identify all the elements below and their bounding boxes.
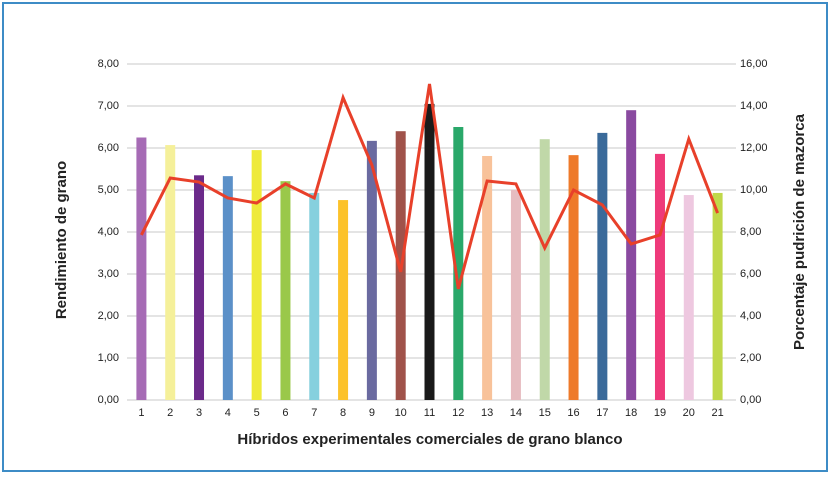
bar xyxy=(626,110,637,400)
x-tick-label: 19 xyxy=(654,407,666,419)
x-tick-label: 16 xyxy=(567,407,579,419)
frame xyxy=(2,2,828,472)
bar xyxy=(165,145,176,400)
bar xyxy=(309,192,320,400)
bar xyxy=(366,140,377,401)
x-tick-label: 17 xyxy=(596,407,608,419)
y2-tick-label: 6,00 xyxy=(740,268,761,280)
y2-tick-label: 0,00 xyxy=(740,394,761,406)
y-tick-label: 7,00 xyxy=(98,100,119,112)
x-tick-label: 21 xyxy=(711,407,723,419)
line xyxy=(140,83,719,290)
y2-tick-label: 2,00 xyxy=(740,352,761,364)
x-tick-label: 4 xyxy=(225,407,231,419)
x-tick-label: 14 xyxy=(510,407,522,419)
bar xyxy=(597,132,608,400)
y2-axis-title: Porcentaje pudrición de mazorca xyxy=(791,113,808,350)
bar xyxy=(482,155,493,400)
x-tick-label: 7 xyxy=(311,407,317,419)
y-tick-label: 2,00 xyxy=(98,310,119,322)
x-tick-label: 13 xyxy=(481,407,493,419)
x-tick-label: 8 xyxy=(340,407,346,419)
x-tick-label: 1 xyxy=(138,407,144,419)
bar xyxy=(539,139,550,400)
bar xyxy=(338,200,349,400)
x-axis-title: Híbridos experimentales comerciales de g… xyxy=(237,431,622,448)
y-tick-label: 1,00 xyxy=(98,352,119,364)
bar xyxy=(251,150,262,400)
x-tick-label: 6 xyxy=(282,407,288,419)
bar xyxy=(712,192,723,400)
bar xyxy=(222,176,233,400)
x-tick-label: 9 xyxy=(369,407,375,419)
bar xyxy=(136,137,147,400)
y-axis-title: Rendimiento de grano xyxy=(53,161,70,319)
y-tick-label: 8,00 xyxy=(98,58,119,70)
y2-tick-label: 10,00 xyxy=(740,184,768,196)
bar xyxy=(510,190,521,400)
y-tick-label: 4,00 xyxy=(98,226,119,238)
bar xyxy=(424,103,435,401)
x-tick-label: 5 xyxy=(254,407,260,419)
x-tick-label: 15 xyxy=(539,407,551,419)
y-tick-label: 5,00 xyxy=(98,184,119,196)
y2-tick-label: 16,00 xyxy=(740,58,768,70)
x-tick-label: 18 xyxy=(625,407,637,419)
x-tick-label: 12 xyxy=(452,407,464,419)
x-tick-label: 3 xyxy=(196,407,202,419)
bar xyxy=(654,153,665,400)
y2-tick-label: 14,00 xyxy=(740,100,768,112)
y2-tick-label: 4,00 xyxy=(740,310,761,322)
bar xyxy=(568,155,579,400)
y2-tick-label: 8,00 xyxy=(740,226,761,238)
y-tick-label: 0,00 xyxy=(98,394,119,406)
x-tick-label: 2 xyxy=(167,407,173,419)
x-tick-label: 20 xyxy=(683,407,695,419)
bar xyxy=(683,195,694,400)
y-tick-label: 3,00 xyxy=(98,268,119,280)
bar xyxy=(453,127,464,400)
bar xyxy=(280,181,291,400)
x-tick-label: 10 xyxy=(395,407,407,419)
y-tick-label: 6,00 xyxy=(98,142,119,154)
y2-tick-label: 12,00 xyxy=(740,142,768,154)
bar xyxy=(194,175,205,400)
x-tick-label: 11 xyxy=(424,407,435,419)
